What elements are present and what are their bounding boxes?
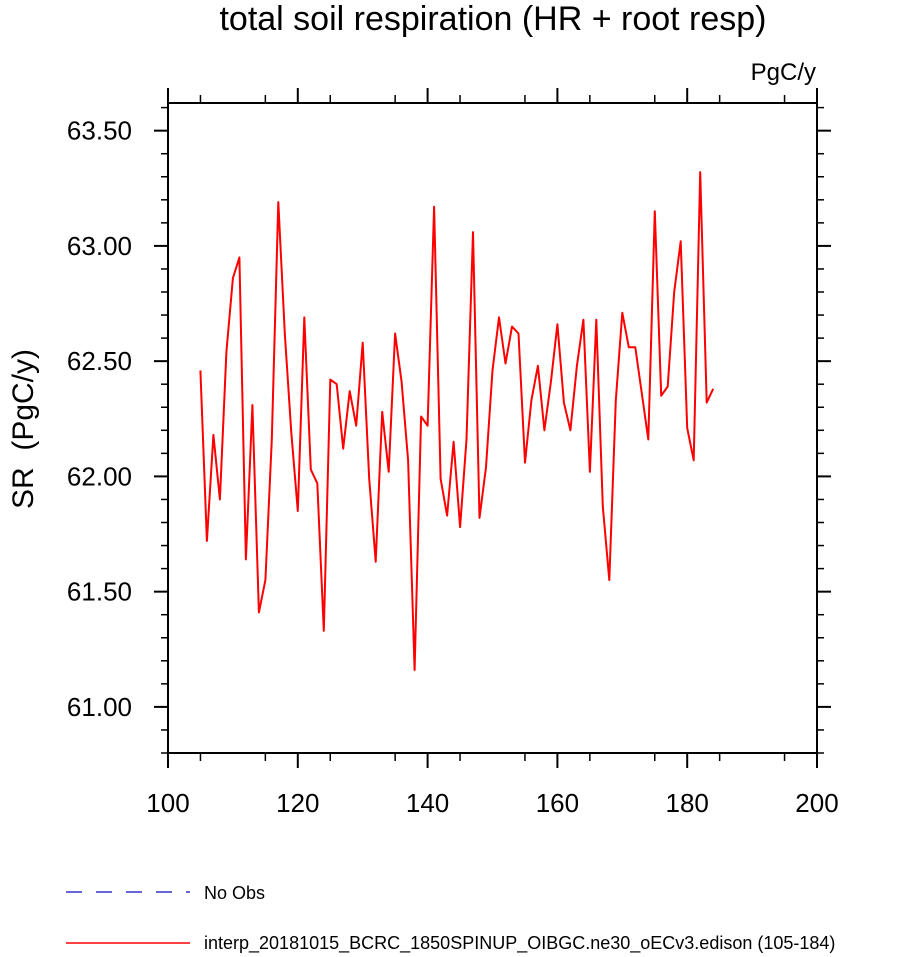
- x-tick-label: 160: [536, 788, 579, 818]
- x-tick-label: 120: [276, 788, 319, 818]
- y-tick-label: 61.50: [67, 577, 132, 607]
- y-tick-label: 61.00: [67, 692, 132, 722]
- x-tick-labels: 100 120 140 160 180 200: [146, 788, 838, 818]
- y-tick-labels: 61.00 61.50 62.00 62.50 63.00 63.50: [67, 116, 132, 722]
- y-tick-label: 63.00: [67, 231, 132, 261]
- y-tick-label: 62.50: [67, 346, 132, 376]
- x-tick-label: 180: [666, 788, 709, 818]
- y-tick-label: 63.50: [67, 116, 132, 146]
- y-tick-label: 62.00: [67, 461, 132, 491]
- y-axis-label: SR (PgC/y): [7, 349, 40, 509]
- plot-frame: [167, 102, 818, 754]
- series-lines: [199, 171, 715, 671]
- legend: No Obs interp_20181015_BCRC_1850SPINUP_O…: [66, 883, 835, 954]
- series-line-1: [199, 171, 715, 671]
- legend-label-model: interp_20181015_BCRC_1850SPINUP_OIBGC.ne…: [204, 933, 835, 954]
- units-label: PgC/y: [751, 59, 816, 86]
- chart-title: total soil respiration (HR + root resp): [219, 0, 766, 38]
- axis-ticks: [154, 88, 831, 768]
- legend-label-no-obs: No Obs: [204, 883, 265, 903]
- x-tick-label: 140: [406, 788, 449, 818]
- x-tick-label: 100: [146, 788, 189, 818]
- x-tick-label: 200: [795, 788, 838, 818]
